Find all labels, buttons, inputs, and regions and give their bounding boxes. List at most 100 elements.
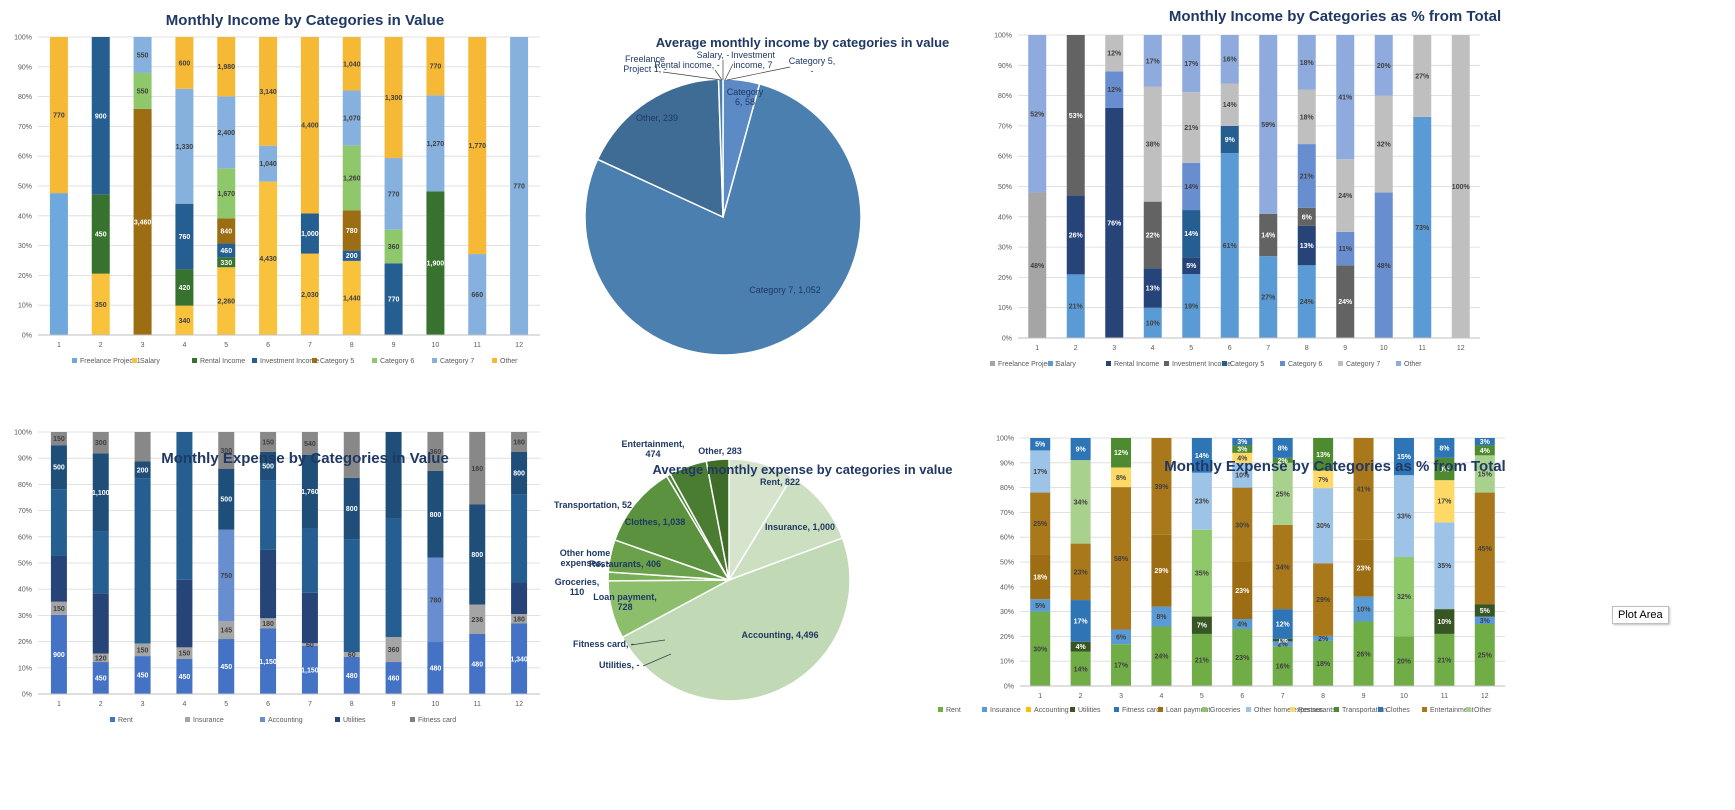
bar-other	[426, 37, 445, 96]
legend-item-entertainment: Entertainment	[1422, 707, 1474, 714]
bar-category-6	[342, 145, 361, 211]
pie-label-line: Other home	[560, 548, 611, 558]
expense-value-plot[interactable]: 0% 10% 20% 30% 40% 50% 60% 70% 80% 90% 100% 900 150 5…	[0, 430, 610, 810]
data-label: 840	[220, 228, 232, 235]
x-tick-label: 6	[1240, 693, 1244, 700]
bar-other-home-expenses	[1393, 475, 1414, 558]
bar-category-7	[133, 37, 152, 73]
data-label: 61%	[1223, 243, 1238, 250]
legend-swatch	[1106, 361, 1111, 366]
pie-label-line: Category 7, 1,052	[749, 285, 821, 295]
legend-item-freelance-project-1: Freelance Project 1	[72, 358, 141, 365]
y-tick-label: 60%	[18, 154, 32, 161]
x-tick-label: 10	[1380, 345, 1388, 352]
y-tick-label: 20%	[1000, 634, 1014, 641]
pie-label-line: Category 5,	[789, 56, 836, 66]
legend-swatch	[1114, 707, 1119, 712]
y-tick-label: 80%	[18, 94, 32, 101]
bar-investment-income	[384, 263, 403, 335]
expense-pct-plot[interactable]: 0%10%20%30%40%50%60%70%80%90%100%30%5%18…	[938, 436, 1675, 810]
income-pct-plot[interactable]: 0% 10% 20% 30% 40% 50% 60% 70% 80% 90% 100% 48% 52% 1…	[990, 0, 1675, 420]
bar-restaurants	[1111, 467, 1132, 488]
x-tick-label: 4	[1151, 345, 1155, 352]
chart-title: Monthly Expense by Categories in Value	[161, 450, 449, 467]
bar-stack-11: 21% 10% 35% 17% 9% 8%	[1434, 438, 1455, 686]
legend-swatch	[110, 717, 115, 722]
bar-category-6	[217, 168, 236, 219]
data-label: 32%	[1397, 594, 1412, 601]
bar-clothes	[1232, 438, 1253, 446]
x-tick-label: 8	[1321, 693, 1325, 700]
pie-label-line: Restaurants, 406	[589, 559, 661, 569]
bar-rental-income	[1105, 107, 1124, 338]
legend-swatch	[410, 717, 415, 722]
legend-item-other-home-expenses: Other home expenses	[1246, 707, 1323, 714]
bar-utilities	[1070, 641, 1091, 652]
data-label: 770	[513, 184, 525, 191]
y-tick-label: 0%	[1002, 336, 1012, 343]
bar-insurance	[1232, 619, 1253, 629]
pie-label-transportation: Transportation, 52	[554, 500, 632, 510]
data-label: 1,150	[301, 667, 319, 674]
bar-stack-1: 770	[49, 37, 68, 335]
legend-label: Other home expenses	[1254, 707, 1323, 714]
x-tick-label: 7	[1281, 693, 1285, 700]
bar-category-7	[175, 88, 194, 204]
leader-line	[724, 63, 734, 81]
x-tick-label: 2	[1074, 345, 1078, 352]
pie-label-other: Other, 283	[698, 446, 742, 456]
data-label: 29%	[1316, 597, 1331, 604]
data-label: 2,260	[217, 299, 235, 306]
y-tick-label: 90%	[18, 456, 32, 463]
bar-loan-payment	[301, 528, 318, 593]
legend-label: Rental Income	[1114, 361, 1159, 368]
bar-category-7	[1297, 89, 1316, 145]
chart-title: Monthly Income by Categories in Value	[165, 12, 445, 29]
bar-stack-12: 100%	[1451, 35, 1470, 338]
data-label: 450	[179, 674, 191, 681]
data-label: 3%	[1480, 618, 1491, 625]
bar-stack-11: 73% 27%	[1413, 35, 1432, 338]
data-label: 460	[388, 676, 400, 683]
bar-category-5	[1182, 210, 1201, 258]
bar-stack-10: 48% 32% 20%	[1374, 35, 1393, 338]
data-label: 750	[220, 573, 232, 580]
y-tick-label: 50%	[1000, 560, 1014, 567]
bar-utilities	[1272, 638, 1293, 642]
bar-other-2	[92, 432, 109, 454]
x-tick-label: 3	[1112, 345, 1116, 352]
x-tick-label: 8	[350, 342, 354, 349]
bar-rent	[1111, 644, 1132, 686]
data-label: 3,140	[259, 89, 277, 96]
income-pie-plot[interactable]: Category 6, 58 Category 7, 1,052 Other, 239…	[584, 0, 990, 420]
bar-other-2	[134, 432, 151, 462]
x-tick-label: 9	[1343, 345, 1347, 352]
bar-insurance	[1111, 629, 1132, 645]
data-label: 21%	[1300, 173, 1315, 180]
leader-line	[662, 71, 722, 81]
expense-pie-plot[interactable]: Rent, 822 Insurance, 1,000 Accounting, 4,4…	[554, 439, 990, 810]
x-tick-label: 4	[182, 701, 186, 708]
data-label: 48%	[1377, 263, 1392, 270]
data-label: 4%	[1237, 455, 1248, 462]
y-tick-label: 0%	[22, 692, 32, 699]
bar-investment-income	[300, 213, 319, 254]
legend-item-other: Other	[1466, 707, 1492, 714]
legend-swatch	[1280, 361, 1285, 366]
data-label: 23%	[1235, 588, 1250, 595]
bar-entertainment	[1070, 543, 1091, 601]
data-label: 1,150	[259, 659, 277, 666]
bar-rent	[176, 659, 193, 694]
pie-label-category-6: Category 6, 58	[727, 87, 764, 107]
income-value-plot[interactable]: 0% 10% 20% 30% 40% 50% 60% 70% 80% 90% 100% 770 1 350…	[0, 0, 610, 420]
data-label: 1,070	[343, 116, 361, 123]
bar-entertainment	[1111, 487, 1132, 630]
legend-label: Rent	[946, 707, 961, 714]
pie-label-accounting: Accounting, 4,496	[741, 630, 818, 640]
income-pct-chart: Monthly Income by Categories as % from T…	[990, 0, 1675, 420]
x-tick-label: 10	[1400, 693, 1408, 700]
bar-rent	[1030, 611, 1051, 686]
bar-stack-7: 27% 14% 59%	[1259, 35, 1278, 338]
pie-label-line: Accounting, 4,496	[741, 630, 818, 640]
legend-item-rental-income: Rental Income	[1106, 361, 1159, 368]
